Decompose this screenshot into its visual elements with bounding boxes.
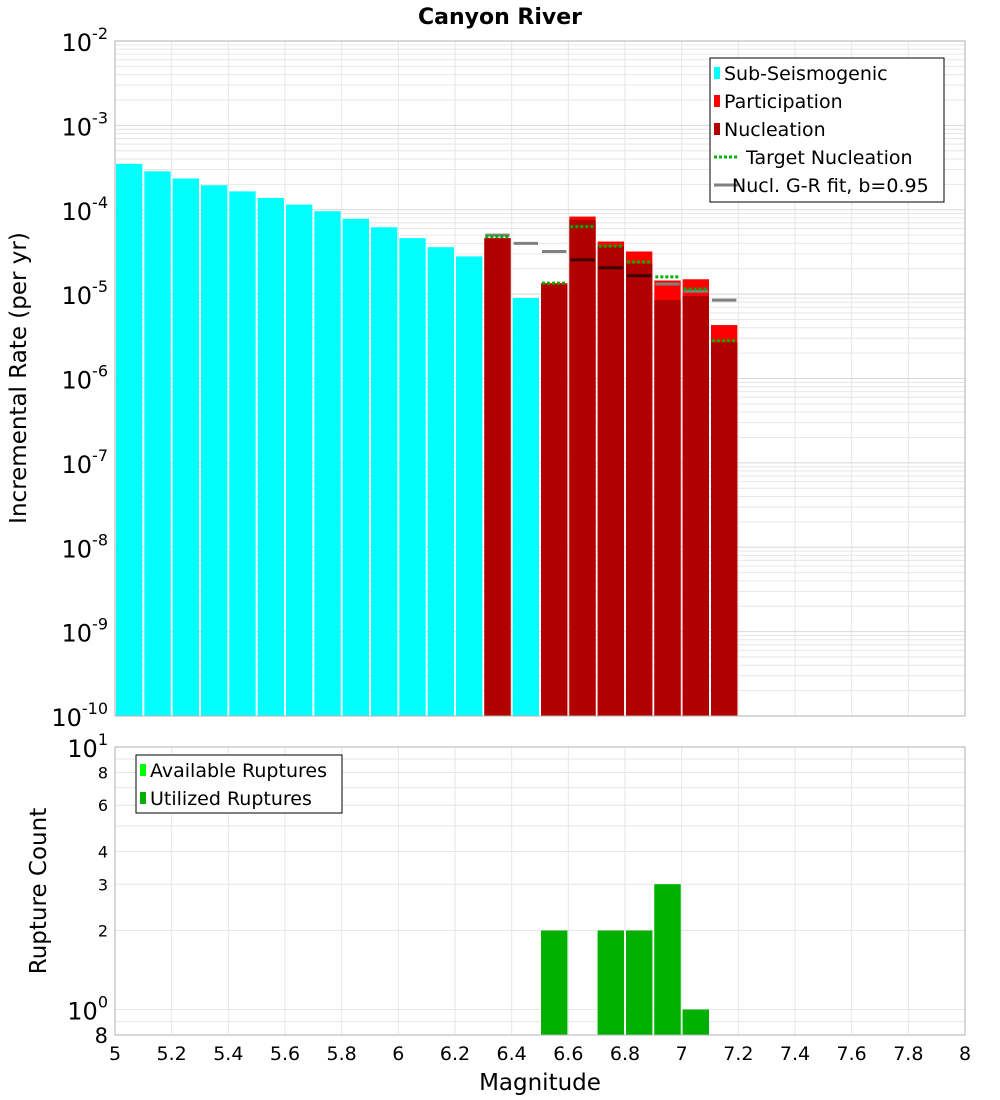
- sub-seismogenic-bar: [286, 204, 313, 717]
- y-tick-label: 10-3: [62, 108, 109, 141]
- x-tick-label: 5.2: [157, 1043, 187, 1065]
- x-tick-label: 6: [392, 1043, 404, 1065]
- legend-label: Nucl. G-R fit, b=0.95: [732, 175, 929, 197]
- nucleation-bar: [541, 284, 568, 716]
- top-plot-lines: [485, 225, 737, 343]
- y-tick-label: 3: [98, 875, 108, 894]
- top-plot-bars: [116, 163, 738, 717]
- legend-label: Available Ruptures: [150, 760, 327, 782]
- legend-label: Participation: [724, 91, 843, 113]
- x-tick-label: 6.2: [440, 1043, 470, 1065]
- y-tick-label: 8: [95, 1024, 108, 1048]
- legend-swatch: [140, 764, 146, 776]
- y-tick-label: 10-2: [62, 24, 109, 57]
- sub-seismogenic-bar: [427, 247, 454, 716]
- x-tick-label: 7.2: [723, 1043, 753, 1065]
- y-tick-label: 10-9: [62, 615, 109, 648]
- legend-swatch: [714, 95, 720, 107]
- nucleation-bar: [654, 300, 681, 716]
- utilized-ruptures-bar: [682, 1009, 709, 1035]
- nucleation-bar: [484, 238, 511, 716]
- legend-label: Target Nucleation: [745, 147, 913, 169]
- top-legend: Sub-Seismogenic Participation Nucleation Ta…: [709, 57, 945, 203]
- y-tick-label: 10-4: [62, 193, 109, 226]
- x-tick-label: 7: [676, 1043, 688, 1065]
- y-tick-label: 10-8: [62, 530, 109, 563]
- top-plot-y-ticks: 10-10 10-9 10-8 10-7 10-6 10-5 10-4 10-3 10-2: [51, 24, 108, 732]
- x-tick-label: 6.4: [497, 1043, 527, 1065]
- x-tick-label: 5.4: [213, 1043, 243, 1065]
- y-tick-label: 10-6: [62, 362, 109, 395]
- legend-label: Nucleation: [724, 119, 826, 141]
- nucleation-bar: [626, 263, 653, 716]
- sub-seismogenic-bar: [371, 227, 398, 716]
- x-axis-label: Magnitude: [479, 1070, 601, 1096]
- x-tick-label: 6.8: [610, 1043, 640, 1065]
- y-tick-label: 10-5: [62, 277, 109, 310]
- utilized-ruptures-bar: [626, 930, 653, 1035]
- chart-title: Canyon River: [418, 5, 582, 30]
- legend-label: Sub-Seismogenic: [724, 63, 888, 85]
- y-tick-label: 4: [98, 842, 108, 861]
- sub-seismogenic-bar: [201, 185, 228, 717]
- y-tick-label: 10-7: [62, 446, 109, 479]
- bottom-plot-grid: [114, 747, 966, 1036]
- legend-swatch: [714, 67, 720, 79]
- top-plot-grid: [114, 41, 966, 717]
- legend-box: [135, 754, 343, 814]
- utilized-ruptures-bar: [597, 930, 624, 1035]
- x-tick-label: 5: [109, 1043, 121, 1065]
- x-tick-label: 7.6: [837, 1043, 867, 1065]
- sub-seismogenic-bar: [144, 171, 171, 717]
- x-tick-label: 8: [959, 1043, 971, 1065]
- legend-label: Utilized Ruptures: [150, 788, 312, 810]
- top-y-axis-label: Incremental Rate (per yr): [6, 232, 32, 524]
- y-tick-label: 101: [67, 730, 108, 763]
- top-plot-frame: [114, 40, 966, 717]
- y-tick-label: 6: [98, 796, 108, 815]
- sub-seismogenic-bar: [314, 211, 341, 717]
- legend-box: [709, 57, 945, 203]
- bottom-legend: Available Ruptures Utilized Ruptures: [135, 754, 343, 814]
- sub-seismogenic-bar: [257, 197, 284, 717]
- nucleation-bar: [711, 342, 738, 716]
- sub-seismogenic-bar: [229, 191, 256, 717]
- nucleation-bar: [597, 246, 624, 716]
- sub-seismogenic-bar: [342, 218, 369, 716]
- sub-seismogenic-bar: [116, 163, 143, 717]
- y-tick-label: 8: [98, 763, 108, 782]
- bottom-plot-frame: [114, 746, 966, 1036]
- utilized-ruptures-bar: [654, 884, 681, 1035]
- nucleation-bar: [569, 219, 596, 717]
- bottom-plot-bars: [541, 884, 709, 1035]
- legend-swatch: [714, 123, 720, 135]
- sub-seismogenic-bar: [399, 238, 426, 716]
- y-tick-label: 2: [98, 922, 108, 941]
- sub-seismogenic-bar: [172, 178, 199, 716]
- x-tick-label: 6.6: [553, 1043, 583, 1065]
- sub-seismogenic-bar: [456, 256, 483, 716]
- bottom-y-axis-label: Rupture Count: [26, 808, 52, 974]
- y-tick-label: 100: [67, 993, 108, 1026]
- nucleation-bar: [682, 296, 709, 716]
- x-tick-label: 7.4: [780, 1043, 810, 1065]
- utilized-ruptures-bar: [541, 930, 568, 1035]
- x-tick-label: 5.8: [327, 1043, 357, 1065]
- y-tick-label: 10-10: [51, 699, 108, 732]
- legend-swatch: [140, 792, 146, 804]
- sub-seismogenic-bar: [512, 297, 539, 716]
- bottom-plot-x-ticks: 5 5.2 5.4 5.6 5.8 6 6.2 6.4 6.6 6.8 7 7.2 7.4 7.6 7.8 8: [109, 1043, 971, 1065]
- x-tick-label: 5.6: [270, 1043, 300, 1065]
- x-tick-label: 7.8: [893, 1043, 923, 1065]
